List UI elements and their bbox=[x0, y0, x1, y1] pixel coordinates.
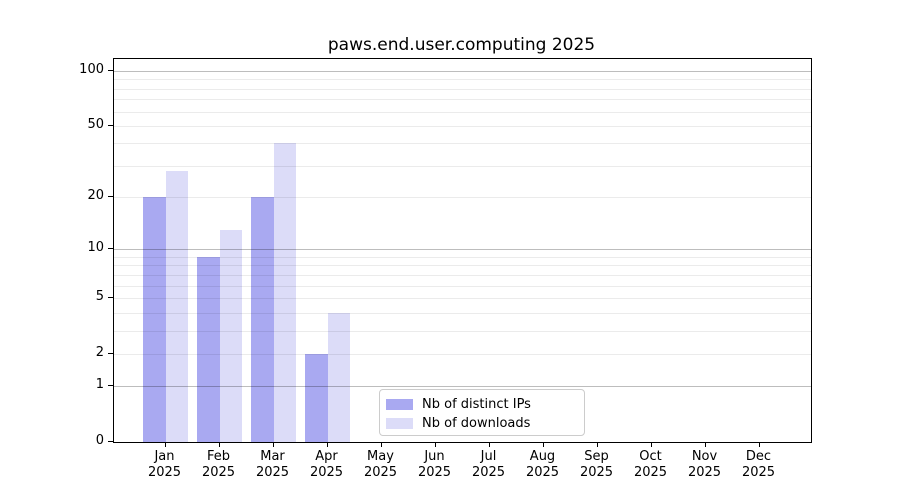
bar-nb-of-downloads-feb bbox=[219, 229, 242, 442]
x-tick-label-nov: Nov 2025 bbox=[687, 449, 722, 480]
major-gridline bbox=[114, 71, 811, 72]
x-tick-mark bbox=[272, 442, 274, 447]
x-tick-label-sep: Sep 2025 bbox=[579, 449, 614, 480]
x-tick-mark bbox=[704, 442, 706, 447]
legend: Nb of distinct IPs Nb of downloads bbox=[379, 389, 585, 436]
minor-gridline bbox=[114, 111, 811, 113]
x-tick-label-feb: Feb 2025 bbox=[201, 449, 236, 480]
bar-nb-of-distinct-ips-mar bbox=[251, 197, 274, 442]
x-tick-label-may: May 2025 bbox=[363, 449, 398, 480]
y-tick-mark bbox=[108, 124, 113, 126]
x-tick-mark bbox=[596, 442, 598, 447]
y-tick-mark bbox=[108, 352, 113, 354]
y-tick-label: 10 bbox=[87, 240, 104, 256]
y-tick-mark bbox=[108, 70, 113, 71]
bar-nb-of-distinct-ips-feb bbox=[197, 256, 220, 442]
legend-swatch-distinct-ips bbox=[386, 399, 413, 410]
bar-nb-of-downloads-mar bbox=[273, 143, 296, 442]
minor-gridline bbox=[114, 165, 811, 167]
x-tick-mark bbox=[164, 442, 166, 447]
minor-gridline bbox=[114, 88, 811, 90]
minor-gridline bbox=[114, 143, 811, 145]
x-tick-mark bbox=[488, 442, 490, 447]
legend-swatch-downloads bbox=[386, 418, 413, 429]
minor-gridline bbox=[114, 125, 811, 127]
y-tick-mark bbox=[108, 385, 113, 387]
x-tick-label-jul: Jul 2025 bbox=[471, 449, 506, 480]
x-tick-mark bbox=[380, 442, 382, 447]
y-tick-label: 100 bbox=[79, 62, 104, 77]
x-tick-mark bbox=[434, 442, 436, 447]
x-tick-mark bbox=[218, 442, 220, 447]
minor-gridline bbox=[114, 353, 811, 355]
minor-gridline bbox=[114, 99, 811, 101]
minor-gridline bbox=[114, 297, 811, 299]
minor-gridline bbox=[114, 256, 811, 258]
y-tick-label: 5 bbox=[95, 288, 104, 304]
legend-label-downloads: Nb of downloads bbox=[422, 416, 531, 431]
y-tick-label: 0 bbox=[95, 433, 104, 448]
y-tick-label: 1 bbox=[95, 377, 104, 393]
x-tick-label-dec: Dec 2025 bbox=[741, 449, 776, 480]
chart-title: paws.end.user.computing 2025 bbox=[327, 35, 596, 55]
x-tick-label-jan: Jan 2025 bbox=[147, 449, 182, 480]
x-tick-mark bbox=[326, 442, 328, 447]
x-tick-label-jun: Jun 2025 bbox=[417, 449, 452, 480]
legend-row-distinct-ips: Nb of distinct IPs bbox=[386, 395, 575, 414]
legend-row-downloads: Nb of downloads bbox=[386, 414, 575, 433]
x-tick-mark bbox=[542, 442, 544, 447]
plot-area: Nb of distinct IPs Nb of downloads bbox=[113, 58, 812, 443]
minor-gridline bbox=[114, 197, 811, 199]
x-tick-mark bbox=[650, 442, 652, 447]
bar-nb-of-downloads-jan bbox=[165, 171, 188, 442]
y-tick-mark bbox=[108, 196, 113, 198]
y-tick-label: 2 bbox=[95, 344, 104, 360]
x-tick-label-apr: Apr 2025 bbox=[309, 449, 344, 480]
y-tick-label: 20 bbox=[87, 188, 104, 204]
bar-nb-of-distinct-ips-jan bbox=[143, 197, 166, 442]
x-tick-label-oct: Oct 2025 bbox=[633, 449, 668, 480]
x-tick-label-mar: Mar 2025 bbox=[255, 449, 290, 480]
bar-nb-of-distinct-ips-apr bbox=[305, 353, 328, 442]
major-gridline bbox=[114, 249, 811, 251]
minor-gridline bbox=[114, 265, 811, 267]
y-tick-label: 50 bbox=[87, 116, 104, 132]
minor-gridline bbox=[114, 79, 811, 81]
minor-gridline bbox=[114, 330, 811, 332]
y-tick-mark bbox=[108, 296, 113, 298]
legend-label-distinct-ips: Nb of distinct IPs bbox=[422, 397, 531, 412]
x-tick-label-aug: Aug 2025 bbox=[525, 449, 560, 480]
minor-gridline bbox=[114, 285, 811, 287]
y-tick-mark bbox=[108, 248, 113, 250]
major-gridline bbox=[114, 386, 811, 388]
y-tick-mark bbox=[108, 441, 113, 442]
minor-gridline bbox=[114, 312, 811, 314]
x-tick-mark bbox=[758, 442, 760, 447]
minor-gridline bbox=[114, 274, 811, 276]
bar-nb-of-downloads-apr bbox=[327, 312, 350, 442]
